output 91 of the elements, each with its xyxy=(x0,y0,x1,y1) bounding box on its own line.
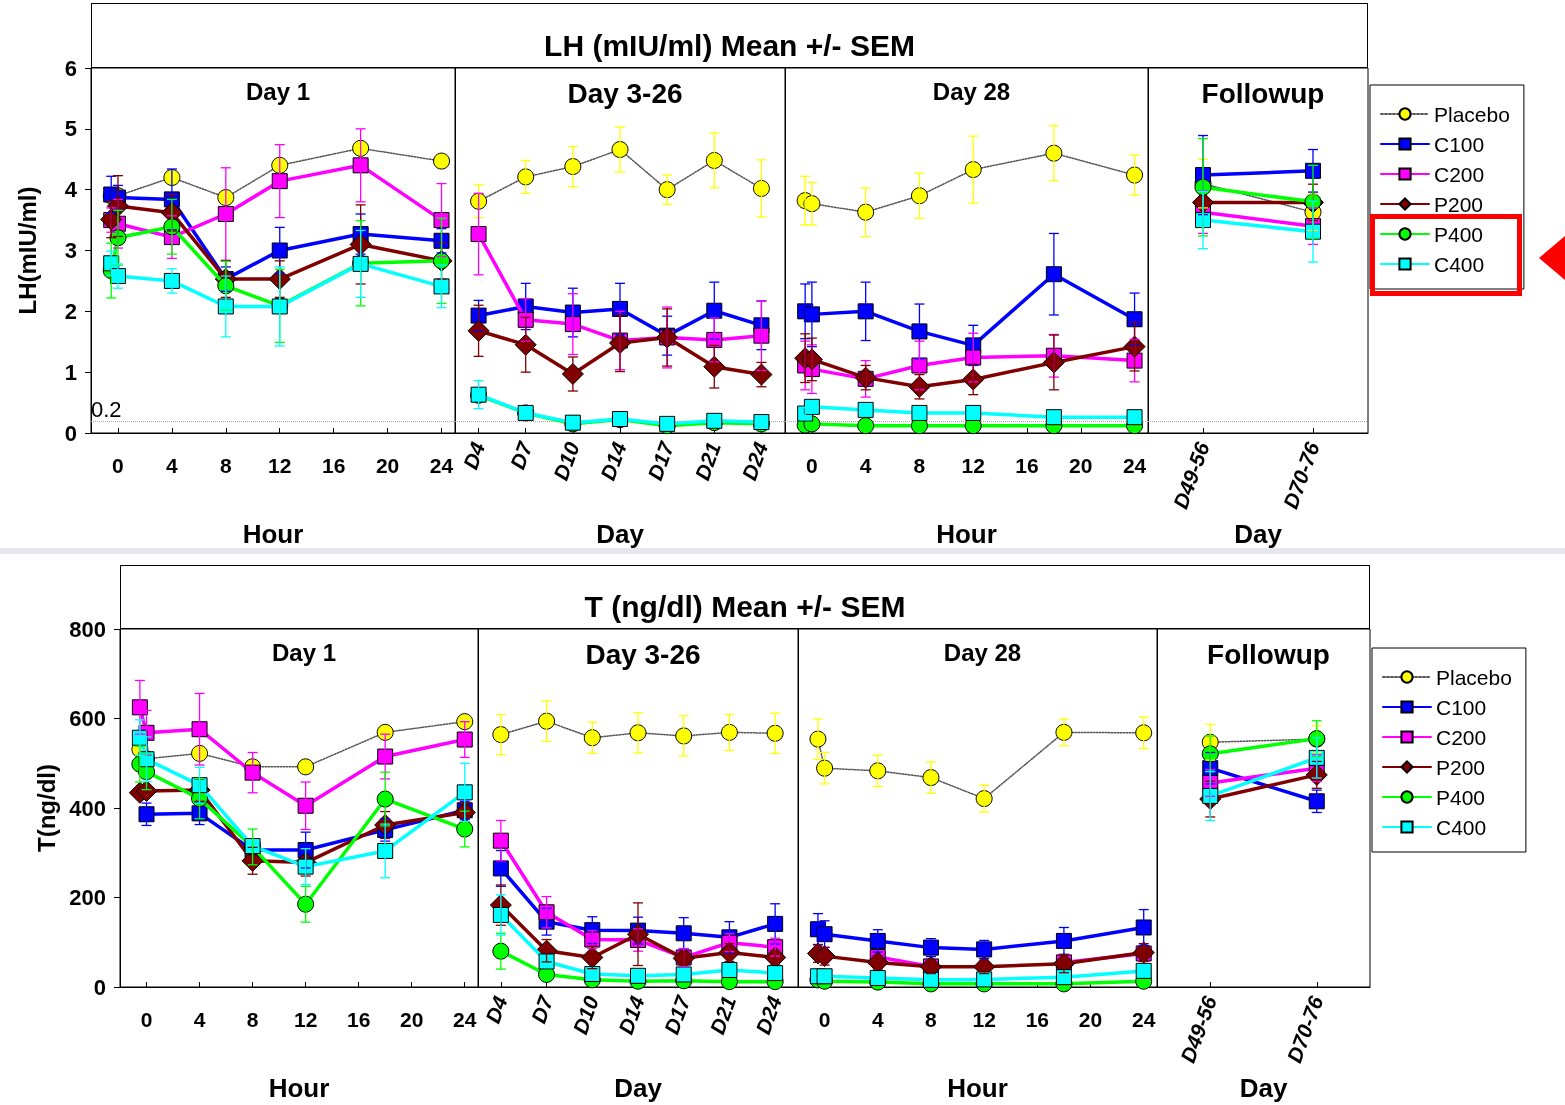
x-axis-title: Hour xyxy=(947,1073,1008,1103)
y-tick-label: 0 xyxy=(93,974,106,1000)
header-box: T (ng/dl) Mean +/- SEM xyxy=(120,565,1370,629)
x-tick-label: D7 xyxy=(526,991,558,1027)
legend-label: C400 xyxy=(1436,815,1487,839)
ref-line-label: 0.2 xyxy=(91,397,122,423)
x-tick-label: D14 xyxy=(596,438,631,484)
x-tick-label: D10 xyxy=(548,438,584,484)
y-tick-label: 400 xyxy=(69,795,106,821)
x-tick-label: D7 xyxy=(505,437,537,473)
x-tick-label: 24 xyxy=(429,454,454,477)
y-tick-label: 1 xyxy=(64,359,77,385)
y-tick-label: 4 xyxy=(64,177,78,203)
y-tick-label: 6 xyxy=(64,55,77,81)
x-tick-label: D4 xyxy=(480,992,512,1027)
x-tick-label: D21 xyxy=(690,439,726,484)
legend-label: C400 xyxy=(1434,252,1485,276)
x-tick-label: 16 xyxy=(1025,1008,1050,1031)
chart-title: Day 1 xyxy=(271,638,337,666)
legend-label: Placebo xyxy=(1434,102,1510,126)
x-tick-label: 12 xyxy=(268,454,292,477)
x-tick-label: 24 xyxy=(453,1008,477,1031)
x-tick-label: 4 xyxy=(193,1008,206,1031)
x-tick-label: D10 xyxy=(568,992,604,1038)
x-tick-label: D70-76 xyxy=(1278,438,1324,512)
chart-title: Day 28 xyxy=(943,638,1022,666)
y-axis-title: LH(mIU/ml) xyxy=(13,186,41,315)
x-tick-label: D4 xyxy=(458,438,490,473)
x-axis-title: Day xyxy=(1234,519,1283,549)
legend-label: P200 xyxy=(1436,755,1486,779)
x-tick-label: 0 xyxy=(806,454,818,477)
x-tick-label: 0 xyxy=(112,454,124,477)
x-tick-label: 16 xyxy=(321,454,346,477)
x-tick-label: 4 xyxy=(871,1008,884,1031)
x-tick-label: 8 xyxy=(246,1008,259,1031)
x-tick-label: D24 xyxy=(737,438,773,484)
chart-title: Day 1 xyxy=(245,77,311,105)
x-tick-label: 20 xyxy=(1069,454,1093,477)
x-axis-title: Hour xyxy=(268,1073,330,1103)
y-tick-label: 0 xyxy=(64,420,77,446)
legend-label: C100 xyxy=(1434,132,1485,156)
legend-label: Placebo xyxy=(1436,665,1512,689)
x-tick-label: 20 xyxy=(1078,1008,1103,1031)
y-tick-label: 600 xyxy=(69,706,106,731)
y-tick-label: 3 xyxy=(64,238,77,263)
x-tick-label: 4 xyxy=(166,454,179,477)
legend-label: C100 xyxy=(1436,695,1487,719)
y-tick-label: 2 xyxy=(64,298,77,324)
x-tick-label: 0 xyxy=(140,1008,153,1031)
x-tick-label: 12 xyxy=(961,454,985,477)
y-tick-label: 800 xyxy=(69,616,106,642)
y-tick-label: 200 xyxy=(69,885,106,910)
legend-label: C200 xyxy=(1434,162,1485,186)
x-tick-label: 12 xyxy=(972,1008,996,1031)
x-axis-title: Hour xyxy=(936,519,997,549)
x-axis-title: Day xyxy=(1239,1073,1288,1103)
x-axis-title: Day xyxy=(614,1073,663,1103)
x-tick-label: 20 xyxy=(375,454,400,477)
x-tick-label: 8 xyxy=(925,1008,938,1031)
x-tick-label: D70-76 xyxy=(1282,992,1328,1066)
x-axis-title: Hour xyxy=(242,519,304,549)
x-tick-label: D49-56 xyxy=(1168,438,1214,512)
x-axis-title: Day xyxy=(596,519,645,549)
y-tick-label: 5 xyxy=(64,116,77,142)
chart-title: Day 3-26 xyxy=(585,638,701,670)
header-box: LH (mIU/ml) Mean +/- SEM xyxy=(91,3,1368,68)
x-tick-label: D17 xyxy=(643,437,679,484)
x-tick-label: 12 xyxy=(293,1008,318,1031)
x-tick-label: 24 xyxy=(1132,1008,1156,1031)
chart-title: Day 28 xyxy=(932,77,1011,105)
legend-label: P200 xyxy=(1434,192,1484,216)
chart-title: Followup xyxy=(1207,638,1330,670)
x-tick-label: 8 xyxy=(913,454,926,477)
chart-title: Day 3-26 xyxy=(567,77,683,109)
x-tick-label: 24 xyxy=(1122,454,1147,477)
legend-label: C200 xyxy=(1436,725,1487,749)
x-tick-label: D21 xyxy=(705,993,741,1038)
x-tick-label: 16 xyxy=(346,1008,371,1031)
legend-label: P400 xyxy=(1434,222,1484,246)
chart-title: Followup xyxy=(1201,77,1325,109)
x-tick-label: D49-56 xyxy=(1175,992,1222,1066)
x-tick-label: 4 xyxy=(859,454,872,477)
legend-label: P400 xyxy=(1436,785,1486,809)
x-tick-label: 16 xyxy=(1015,454,1039,477)
x-tick-label: D17 xyxy=(659,991,695,1038)
x-tick-label: D14 xyxy=(614,992,649,1038)
x-tick-label: D24 xyxy=(751,992,787,1038)
y-axis-title: T(ng/dl) xyxy=(32,764,60,852)
x-tick-label: 20 xyxy=(400,1008,424,1031)
x-tick-label: 8 xyxy=(219,454,232,477)
x-tick-label: 0 xyxy=(818,1008,831,1031)
